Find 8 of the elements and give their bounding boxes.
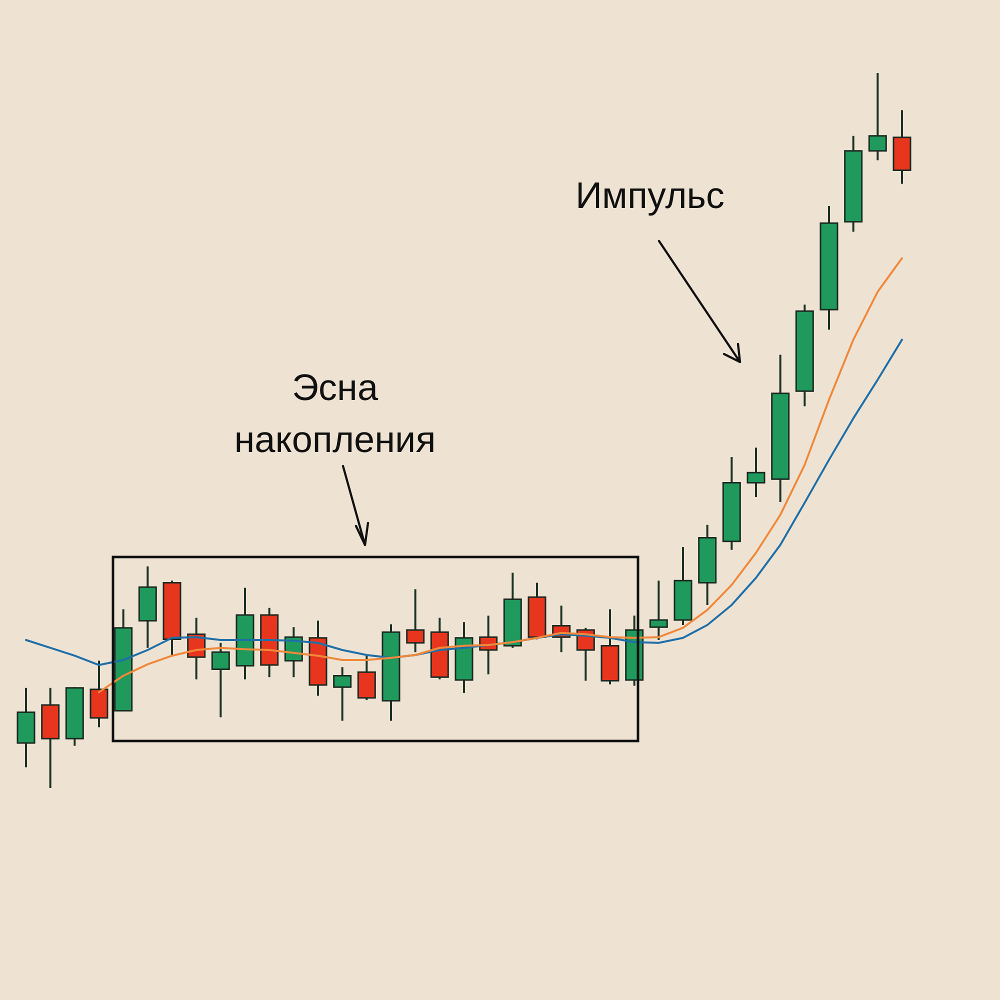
annotation: Импульс — [574, 174, 726, 218]
candlestick — [211, 642, 230, 718]
annotation: Эсна накопления — [233, 366, 437, 462]
candlestick — [746, 446, 766, 498]
candlestick — [868, 72, 887, 162]
candlestick — [333, 666, 352, 722]
candlestick — [406, 588, 425, 654]
candlestick — [649, 580, 668, 641]
